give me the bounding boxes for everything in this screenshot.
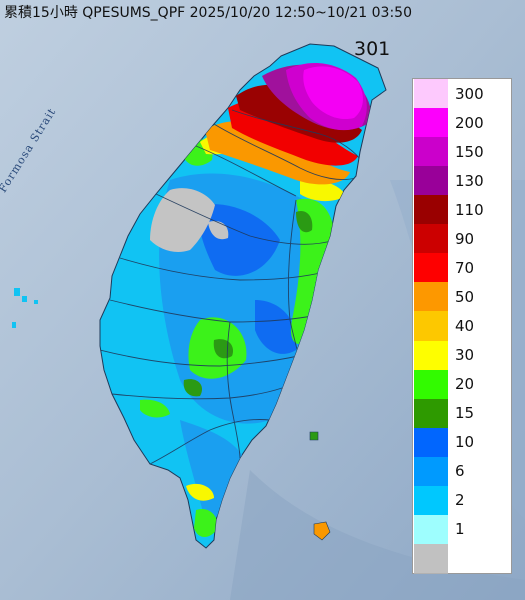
legend-swatch	[414, 195, 448, 226]
penghu-islands-d	[34, 300, 38, 304]
legend-label: 30	[455, 346, 475, 365]
legend-label: 6	[455, 462, 465, 481]
rain-zone-15mm	[296, 210, 313, 233]
legend-swatch	[414, 369, 448, 400]
rain-zone-20mm-southwest	[140, 399, 170, 418]
legend-label: 300	[455, 84, 484, 103]
legend-swatch	[414, 398, 448, 429]
penghu-islands	[14, 288, 20, 296]
legend-row: 1	[413, 514, 511, 545]
rain-zone-50mm	[205, 121, 350, 185]
rain-zone-10mm-b	[255, 300, 297, 354]
legend-label: 200	[455, 113, 484, 132]
rain-zone-15mm-b	[213, 339, 234, 359]
legend-row: 200	[413, 108, 511, 139]
legend-label: 130	[455, 171, 484, 190]
rain-zone-30mm-south	[186, 483, 214, 501]
legend-label: 70	[455, 258, 475, 277]
legend-row: 40	[413, 311, 511, 342]
legend-label: 20	[455, 375, 475, 394]
orchid-island	[313, 521, 331, 541]
legend-label: 1	[455, 520, 465, 539]
legend-swatch	[414, 253, 448, 284]
rainfall-legend: 300 200 150 130 110 90 70 50 40 30 20 15 10 6 2 1	[412, 78, 512, 574]
green-island	[309, 431, 319, 441]
legend-row	[413, 543, 511, 574]
legend-swatch	[414, 166, 448, 197]
legend-swatch	[414, 311, 448, 342]
legend-swatch	[414, 485, 448, 516]
penghu-islands-b	[22, 296, 27, 302]
legend-row: 150	[413, 137, 511, 168]
county-boundaries	[100, 109, 363, 465]
legend-swatch	[414, 282, 448, 313]
legend-label: 150	[455, 142, 484, 161]
legend-swatch	[414, 340, 448, 371]
legend-row: 70	[413, 253, 511, 284]
legend-row: 30	[413, 340, 511, 371]
legend-row: 6	[413, 456, 511, 487]
rain-zone-20mm-east	[290, 198, 334, 344]
legend-swatch	[414, 108, 448, 139]
legend-swatch	[414, 137, 448, 168]
legend-swatch	[414, 514, 448, 545]
legend-label: 40	[455, 316, 475, 335]
legend-swatch	[414, 543, 448, 574]
legend-label: 10	[455, 433, 475, 452]
legend-row: 90	[413, 224, 511, 255]
legend-swatch	[414, 427, 448, 458]
legend-swatch	[414, 224, 448, 255]
legend-row: 130	[413, 166, 511, 197]
legend-label: 110	[455, 200, 484, 219]
legend-row: 300	[413, 79, 511, 110]
map-title: 累積15小時 QPESUMS_QPF 2025/10/20 12:50~10/2…	[4, 5, 412, 21]
legend-row: 15	[413, 398, 511, 429]
max-value-label: 301	[354, 38, 391, 60]
legend-row: 2	[413, 485, 511, 516]
rain-zone-20mm-south	[194, 508, 218, 537]
legend-row: 20	[413, 369, 511, 400]
legend-label: 2	[455, 491, 465, 510]
legend-swatch	[414, 79, 448, 110]
rain-zone-200mm	[303, 66, 363, 120]
rain-zone-15mm-c	[183, 379, 203, 397]
legend-row: 10	[413, 427, 511, 458]
rain-zone-30mm-east	[300, 179, 346, 202]
legend-row: 50	[413, 282, 511, 313]
legend-row: 110	[413, 195, 511, 226]
no-rain-zone-b	[208, 220, 229, 240]
penghu-islands-c	[12, 322, 16, 328]
legend-label: 50	[455, 287, 475, 306]
legend-label: 90	[455, 229, 475, 248]
legend-label: 15	[455, 404, 475, 423]
legend-swatch	[414, 456, 448, 487]
no-rain-zone	[150, 188, 215, 252]
